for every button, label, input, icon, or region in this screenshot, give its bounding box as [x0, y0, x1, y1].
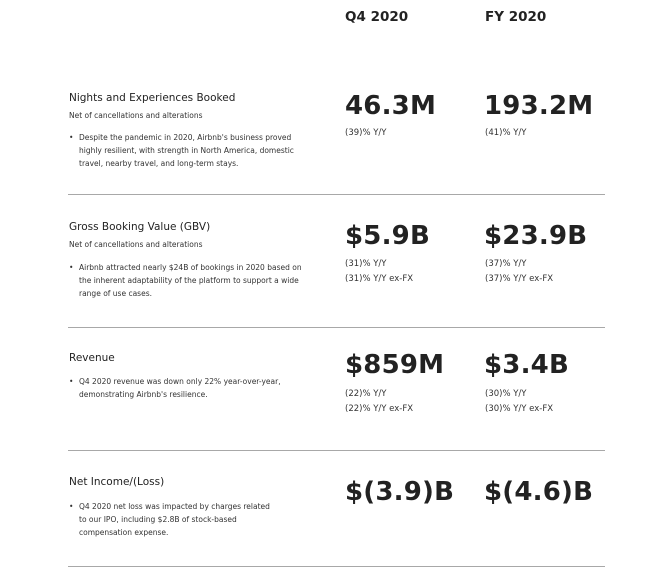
row-divider	[68, 194, 605, 195]
bullet-line: compensation expense.	[79, 528, 169, 537]
metric-title: Net Income/(Loss)	[69, 476, 165, 488]
q4-2020-header: Q4 2020	[345, 9, 409, 25]
metric-bullet: • Q4 2020 revenue was down only 22% year…	[69, 375, 329, 401]
fy-note: (41)% Y/Y	[485, 128, 527, 138]
q4-note: (39)% Y/Y	[345, 128, 387, 138]
fy-value: $3.4B	[484, 350, 569, 380]
bullet-line: highly resilient, with strength in North…	[79, 146, 294, 155]
metric-bullet: • Q4 2020 net loss was impacted by charg…	[69, 500, 329, 539]
row-divider	[68, 327, 605, 328]
q4-note-exfx: (31)% Y/Y ex-FX	[345, 274, 414, 284]
metric-title: Nights and Experiences Booked	[69, 92, 236, 104]
bullet-line: Despite the pandemic in 2020, Airbnb's b…	[79, 133, 292, 142]
fy-note-exfx: (30)% Y/Y ex-FX	[485, 404, 554, 414]
q4-value: $5.9B	[345, 221, 430, 251]
bullet-dot-icon: •	[69, 377, 74, 386]
fy-note: (30)% Y/Y	[485, 389, 527, 399]
row-divider	[68, 450, 605, 451]
q4-note-exfx: (22)% Y/Y ex-FX	[345, 404, 414, 414]
bullet-dot-icon: •	[69, 263, 74, 272]
fy-value: $(4.6)B	[484, 477, 594, 507]
metric-title: Gross Booking Value (GBV)	[69, 221, 211, 233]
bullet-line: Airbnb attracted nearly $24B of bookings…	[79, 263, 302, 272]
bullet-dot-icon: •	[69, 133, 74, 142]
metric-subtitle: Net of cancellations and alterations	[69, 111, 203, 120]
fy-value: 193.2M	[484, 91, 594, 121]
bullet-line: travel, nearby travel, and long-term sta…	[79, 159, 239, 168]
fy-note-exfx: (37)% Y/Y ex-FX	[485, 274, 554, 284]
bullet-dot-icon: •	[69, 502, 74, 511]
metric-title: Revenue	[69, 352, 115, 364]
q4-note: (22)% Y/Y	[345, 389, 387, 399]
bullet-line: to our IPO, including $2.8B of stock-bas…	[79, 515, 237, 524]
bullet-line: range of use cases.	[79, 289, 152, 298]
q4-note: (31)% Y/Y	[345, 259, 387, 269]
bullet-line: Q4 2020 revenue was down only 22% year-o…	[79, 377, 281, 386]
q4-value: 46.3M	[345, 91, 437, 121]
fy-2020-header: FY 2020	[485, 9, 547, 25]
fy-note: (37)% Y/Y	[485, 259, 527, 269]
row-divider	[68, 566, 605, 567]
q4-value: $(3.9)B	[345, 477, 455, 507]
metric-bullet: • Despite the pandemic in 2020, Airbnb's…	[69, 131, 329, 170]
metric-bullet: • Airbnb attracted nearly $24B of bookin…	[69, 261, 329, 300]
bullet-line: demonstrating Airbnb's resilience.	[79, 390, 208, 399]
metric-subtitle: Net of cancellations and alterations	[69, 240, 203, 249]
bullet-line: Q4 2020 net loss was impacted by charges…	[79, 502, 270, 511]
bullet-line: the inherent adaptability of the platfor…	[79, 276, 299, 285]
q4-value: $859M	[345, 350, 445, 380]
fy-value: $23.9B	[484, 221, 588, 251]
